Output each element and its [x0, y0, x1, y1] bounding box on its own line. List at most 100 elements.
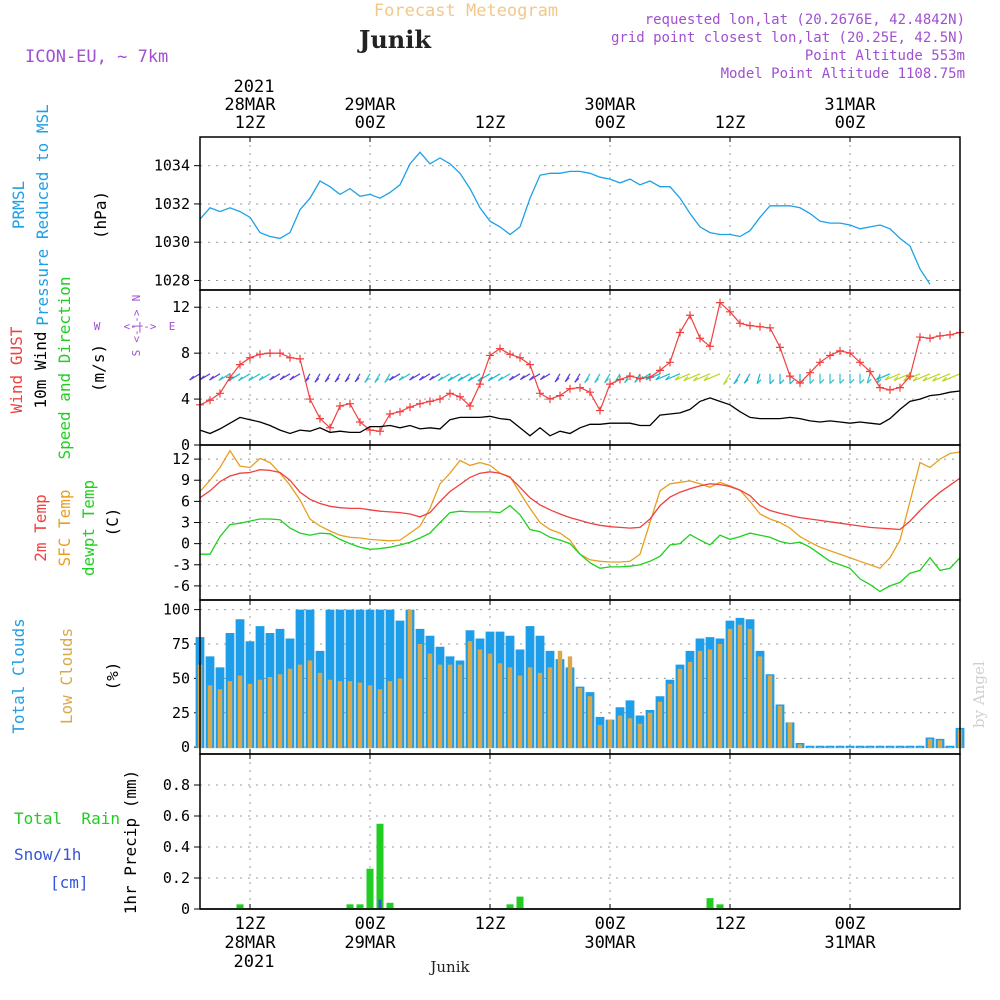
low-cloud-bar [357, 682, 363, 749]
low-cloud-bar [867, 747, 873, 749]
pressure-panel: 1028 1030 1032 1034 [154, 136, 961, 291]
gust-point [206, 396, 214, 405]
wind-barb-feather [398, 375, 404, 381]
total-cloud-bar [915, 745, 925, 749]
low-cloud-bar [267, 677, 273, 749]
gust-point [316, 414, 324, 423]
total-cloud-bar [885, 745, 895, 749]
gust-point [636, 374, 644, 383]
rain-bar [716, 904, 724, 909]
gust-point [866, 367, 874, 376]
low-cloud-bar [757, 656, 763, 749]
gust-point [606, 380, 614, 389]
wind-barb-feather [634, 378, 640, 383]
wind-barb [756, 373, 761, 384]
wind-barb-feather [429, 375, 434, 381]
gust-point [696, 334, 704, 343]
wind-ytick-label: 8 [181, 344, 190, 362]
wind-barb-feather [334, 377, 340, 383]
gust-point [736, 319, 744, 328]
low-cloud-bar [297, 664, 303, 749]
pressure-unit-label: (hPa) [91, 191, 110, 239]
wind-barb-feather [539, 375, 545, 381]
wind-labels: Wind GUST 10m Wind Speed and Direction (… [7, 276, 175, 459]
low-cloud-bar [677, 668, 683, 749]
point-altitude: Point Altitude 553m [805, 48, 965, 64]
low-cloud-bar [427, 653, 433, 749]
compass-north: N [130, 295, 143, 302]
bottom-hour-label: 00Z [355, 914, 386, 934]
low-cloud-bar [777, 705, 783, 749]
precip-ytick-label: 0.2 [163, 869, 190, 887]
pressure-line [199, 151, 931, 285]
wind-ytick-label: 4 [181, 390, 190, 408]
wind-barb-feather [723, 380, 728, 385]
gust-point [226, 373, 234, 382]
wind-barb-feather [683, 376, 689, 381]
wind-barb-feather [849, 378, 855, 384]
total-cloud-bar [375, 609, 385, 749]
low-cloud-bar [827, 747, 833, 749]
precip-ytick-label: 0.8 [163, 776, 190, 794]
pressure-ytick-label: 1028 [154, 271, 190, 289]
gust-point [616, 375, 624, 384]
bottom-year: 2021 [234, 952, 275, 972]
temp-ytick-label: 12 [172, 450, 190, 468]
gust-point [896, 383, 904, 392]
total-cloud-bar [855, 745, 865, 749]
gust-point [876, 383, 884, 392]
gust-point [656, 366, 664, 375]
wind-barb-feather [922, 376, 928, 382]
low-cloud-bar [727, 628, 733, 749]
snow-label: Snow/1h [14, 845, 81, 864]
wind-barb-feather [528, 375, 534, 381]
top-hour-label: 00Z [355, 113, 386, 133]
temp-ytick-label: -6 [172, 577, 190, 595]
low-cloud-bar [437, 664, 443, 749]
wind-barb [942, 373, 961, 382]
low-cloud-bar [557, 650, 563, 749]
gust-point [716, 298, 724, 307]
tsfc-label: SFC Temp [55, 489, 74, 566]
wind-barb-feather [584, 378, 590, 384]
pressure-desc-label: Pressure Reduced to MSL [33, 104, 52, 326]
clouds-ytick-label: 25 [172, 704, 190, 722]
wind-barb-feather [289, 375, 295, 381]
wind-barb-feather [437, 376, 443, 382]
gust-point [776, 343, 784, 352]
gust-point [466, 401, 474, 410]
clouds-ytick-label: 100 [163, 601, 190, 619]
low-cloud-bar [547, 667, 553, 749]
rain-bar [376, 823, 384, 909]
low-cloud-bar [387, 681, 393, 749]
temp-panel: -6 -3 0 3 6 9 12 [172, 444, 961, 601]
low-cloud-bar [467, 641, 473, 749]
gust-point [406, 403, 414, 412]
gust-point [596, 406, 604, 415]
rain-bar [356, 904, 364, 909]
pressure-ytick-label: 1032 [154, 195, 190, 213]
low-cloud-bar [587, 696, 593, 749]
low-cloud-bar [257, 679, 263, 749]
gust-point [276, 349, 284, 358]
gust-point [766, 323, 774, 332]
low-cloud-bar [647, 712, 653, 749]
gust-point [476, 380, 484, 389]
low-cloud-bar [657, 701, 663, 749]
wind-barb-feather [674, 375, 680, 381]
low-cloud-bar [897, 747, 903, 749]
gust-point [746, 321, 754, 330]
chart-dynamic: 102810301032103404812-6-3036912025507510… [154, 95, 965, 953]
precip-panel: 0 0.2 0.4 0.6 0.8 [163, 753, 961, 918]
wind-barb-feather [477, 376, 483, 382]
gust-point [556, 391, 564, 400]
low-cloud-bar [937, 740, 943, 749]
wind-barb-feather [866, 378, 872, 384]
wind-barb [674, 373, 691, 381]
wind-barb-feather [893, 376, 899, 381]
wind-barb-feather [314, 377, 320, 383]
wind-barb-feather [554, 377, 560, 383]
gust-point [366, 426, 374, 435]
gust-point [816, 358, 824, 367]
wind-barb-feather [809, 379, 815, 384]
